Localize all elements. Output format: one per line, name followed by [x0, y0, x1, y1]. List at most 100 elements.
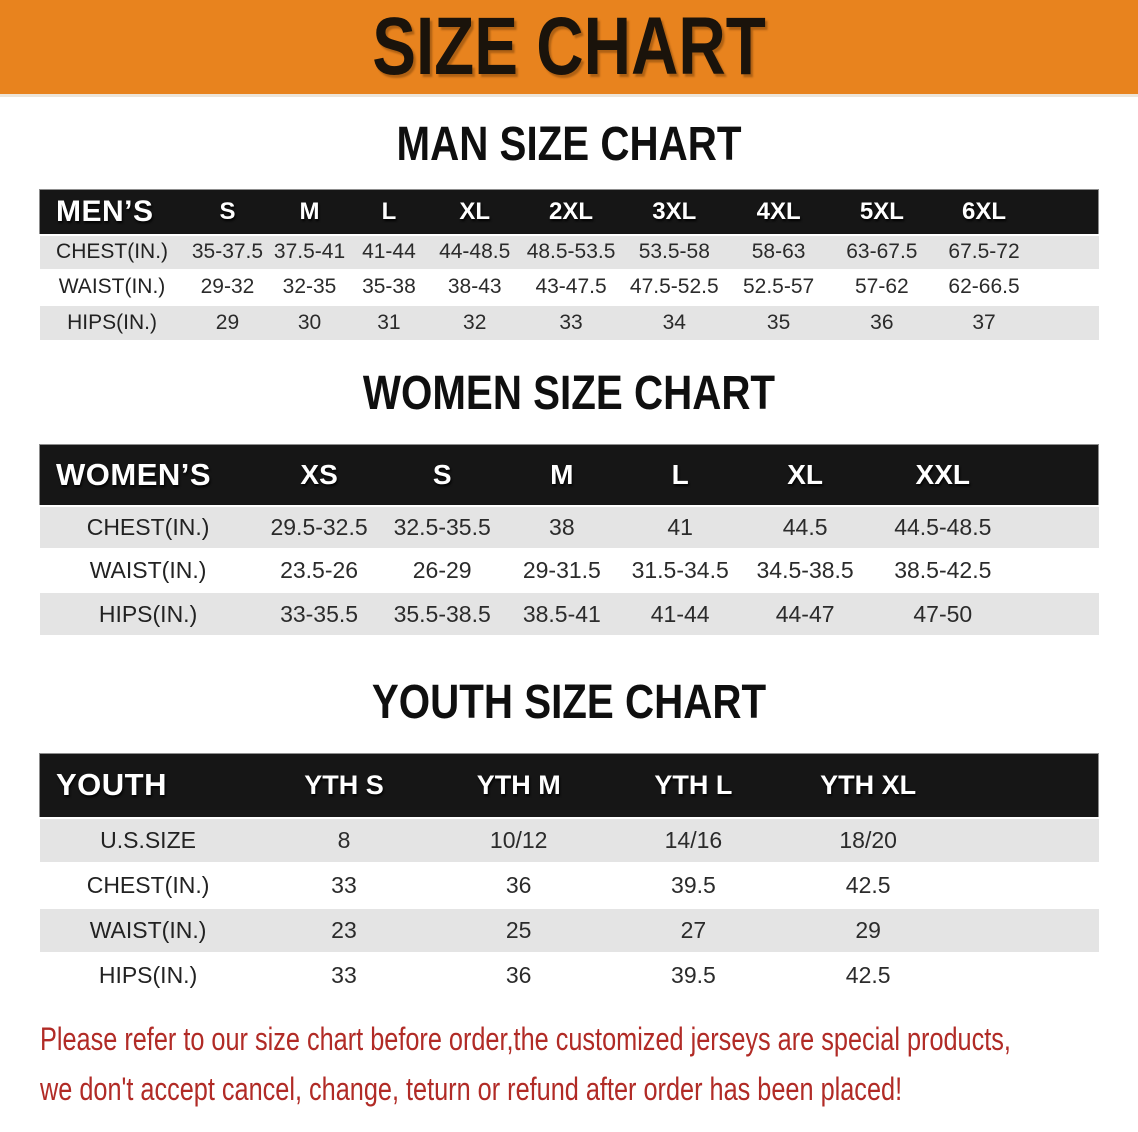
- measurement-label-cell: WAIST(IN.): [89, 557, 207, 583]
- header-spacer-cell: [1035, 190, 1099, 235]
- row-spacer-cell: [1034, 234, 1099, 270]
- measurement-value-cell: 35-38: [362, 275, 416, 298]
- measurement-value-cell: 10/12: [431, 817, 607, 863]
- measurement-label-cell: HIPS(IN.): [98, 962, 198, 988]
- measurement-value-cell: 44.5-48.5: [870, 506, 1015, 549]
- row-spacer-cell: [1034, 304, 1099, 340]
- youth-size-chart-section: YOUTH SIZE CHART YOUTH YTH S YTH M YTH L YTH…: [0, 679, 1138, 998]
- row-spacer-cell: [956, 863, 1099, 908]
- size-column-header: XS: [300, 458, 338, 490]
- row-spacer-cell: [1014, 592, 1099, 635]
- size-column-header: 2XL: [549, 197, 594, 225]
- size-column-header: S: [219, 197, 236, 225]
- measurement-value-cell: 48.5-53.5: [520, 234, 622, 270]
- measurement-value-cell: 35: [726, 304, 831, 340]
- banner: SIZE CHART: [0, 0, 1138, 97]
- size-column-header: XL: [459, 197, 491, 225]
- disclaimer-line-1: Please refer to our size chart before or…: [40, 1020, 1011, 1057]
- measurement-value-cell: 35.5-38.5: [381, 592, 503, 635]
- measurement-value-cell: 27: [606, 907, 781, 953]
- measurement-value-cell: 47-50: [870, 592, 1015, 635]
- header-spacer-cell: [956, 754, 1099, 818]
- youth-size-chart-heading: YOUTH SIZE CHART: [371, 676, 767, 729]
- measurement-value-cell: 42.5: [845, 871, 891, 898]
- measurement-value-cell: 38.5-41: [502, 592, 621, 635]
- table-header-row: YOUTH YTH S YTH M YTH L YTH XL: [39, 753, 1099, 818]
- measurement-value-cell: 33: [520, 304, 622, 340]
- table-header-row: WOMEN’S XS S M L XL XXL: [39, 444, 1099, 506]
- measurement-value-cell: 52.5-57: [742, 275, 815, 298]
- measurement-value-cell: 36: [505, 962, 532, 988]
- man-size-chart-section: MAN SIZE CHART MEN’S S M L XL 2XL 3XL 4XL 5XL 6XL…: [0, 121, 1138, 340]
- row-spacer-cell: [1014, 506, 1099, 549]
- measurement-value-cell: 38: [502, 506, 621, 549]
- measurement-row: HIPS(IN.) 29 30 31 32 33 34 35 36 37: [39, 304, 1099, 340]
- row-spacer-cell: [956, 953, 1099, 998]
- men-size-table: MEN’S S M L XL 2XL 3XL 4XL 5XL 6XL CHEST(IN.) 35-37…: [39, 189, 1099, 340]
- measurement-label-cell: HIPS(IN.): [39, 592, 257, 635]
- women-size-chart-heading: WOMEN SIZE CHART: [362, 366, 776, 420]
- measurement-row: WAIST(IN.) 29-32 32-35 35-38 38-43 43-47.5 47.…: [39, 269, 1099, 305]
- measurement-value-cell: 29: [780, 907, 956, 953]
- size-column-header: 3XL: [652, 197, 697, 225]
- measurement-value-cell: 42.5: [845, 962, 891, 988]
- measurement-value-cell: 23: [256, 907, 432, 953]
- size-column-header: YTH S: [304, 769, 384, 800]
- measurement-value-cell: 33-35.5: [256, 592, 382, 635]
- measurement-row: U.S.SIZE 8 10/12 14/16 18/20: [39, 817, 1099, 863]
- header-spacer-cell: [1015, 444, 1099, 506]
- measurement-value-cell: 41-44: [348, 234, 430, 270]
- measurement-value-cell: 29-32: [200, 275, 255, 298]
- measurement-row: HIPS(IN.) 33-35.5 35.5-38.5 38.5-41 41-44 44-…: [39, 592, 1099, 635]
- size-column-header: YTH L: [654, 769, 733, 800]
- youth-size-table: YOUTH YTH S YTH M YTH L YTH XL U.S.SIZE 8 10/12…: [39, 753, 1099, 998]
- man-size-chart-heading: MAN SIZE CHART: [396, 118, 742, 171]
- table-title-cell: YOUTH: [56, 767, 167, 803]
- measurement-value-cell: 38.5-42.5: [894, 557, 992, 583]
- measurement-label-cell: HIPS(IN.): [39, 304, 185, 340]
- measurement-value-cell: 29.5-32.5: [256, 506, 382, 549]
- measurement-value-cell: 29: [184, 304, 271, 340]
- measurement-row: HIPS(IN.) 33 36 39.5 42.5: [39, 952, 1099, 998]
- size-column-header: 4XL: [756, 197, 801, 225]
- women-size-table: WOMEN’S XS S M L XL XXL CHEST(IN.) 29.5-32.5 32.5…: [39, 444, 1099, 635]
- charts-area: MAN SIZE CHART MEN’S S M L XL 2XL 3XL 4XL 5XL 6XL…: [0, 121, 1138, 998]
- measurement-row: CHEST(IN.) 29.5-32.5 32.5-35.5 38 41 44.5 44.5…: [39, 506, 1099, 549]
- measurement-value-cell: 44-48.5: [429, 234, 521, 270]
- measurement-label-cell: CHEST(IN.): [39, 234, 185, 270]
- measurement-value-cell: 18/20: [780, 817, 956, 863]
- measurement-value-cell: 31.5-34.5: [631, 557, 729, 583]
- table-title-cell: WOMEN’S: [56, 456, 212, 492]
- disclaimer-line-2: we don't accept cancel, change, teturn o…: [40, 1070, 903, 1107]
- measurement-value-cell: 25: [431, 907, 607, 953]
- size-column-header: 6XL: [962, 197, 1007, 225]
- size-column-header: M: [550, 458, 574, 490]
- size-column-header: 5XL: [859, 197, 904, 225]
- measurement-value-cell: 39.5: [671, 871, 716, 898]
- measurement-value-cell: 36: [505, 871, 532, 898]
- measurement-value-cell: 31: [348, 304, 430, 340]
- measurement-row: WAIST(IN.) 23 25 27 29: [39, 907, 1099, 953]
- measurement-value-cell: 33: [331, 871, 357, 898]
- measurement-value-cell: 32: [429, 304, 521, 340]
- women-size-chart-section: WOMEN SIZE CHART WOMEN’S XS S M L XL XXL CHEST(…: [0, 366, 1138, 635]
- measurement-value-cell: 58-63: [726, 234, 831, 270]
- measurement-value-cell: 38-43: [447, 275, 502, 298]
- table-header-row: MEN’S S M L XL 2XL 3XL 4XL 5XL 6XL: [39, 189, 1099, 235]
- measurement-label-cell: WAIST(IN.): [58, 275, 166, 298]
- measurement-value-cell: 37: [933, 304, 1035, 340]
- measurement-value-cell: 34: [621, 304, 727, 340]
- measurement-value-cell: 63-67.5: [830, 234, 934, 270]
- measurement-value-cell: 34.5-38.5: [756, 557, 854, 583]
- measurement-value-cell: 33: [331, 962, 357, 988]
- measurement-value-cell: 35-37.5: [184, 234, 271, 270]
- measurement-value-cell: 41: [620, 506, 740, 549]
- measurement-label-cell: U.S.SIZE: [39, 817, 257, 863]
- measurement-value-cell: 67.5-72: [933, 234, 1035, 270]
- page-title: SIZE CHART: [372, 1, 766, 92]
- measurement-value-cell: 43-47.5: [535, 275, 607, 298]
- measurement-value-cell: 32.5-35.5: [381, 506, 503, 549]
- measurement-value-cell: 44.5: [739, 506, 871, 549]
- row-spacer-cell: [1015, 549, 1099, 592]
